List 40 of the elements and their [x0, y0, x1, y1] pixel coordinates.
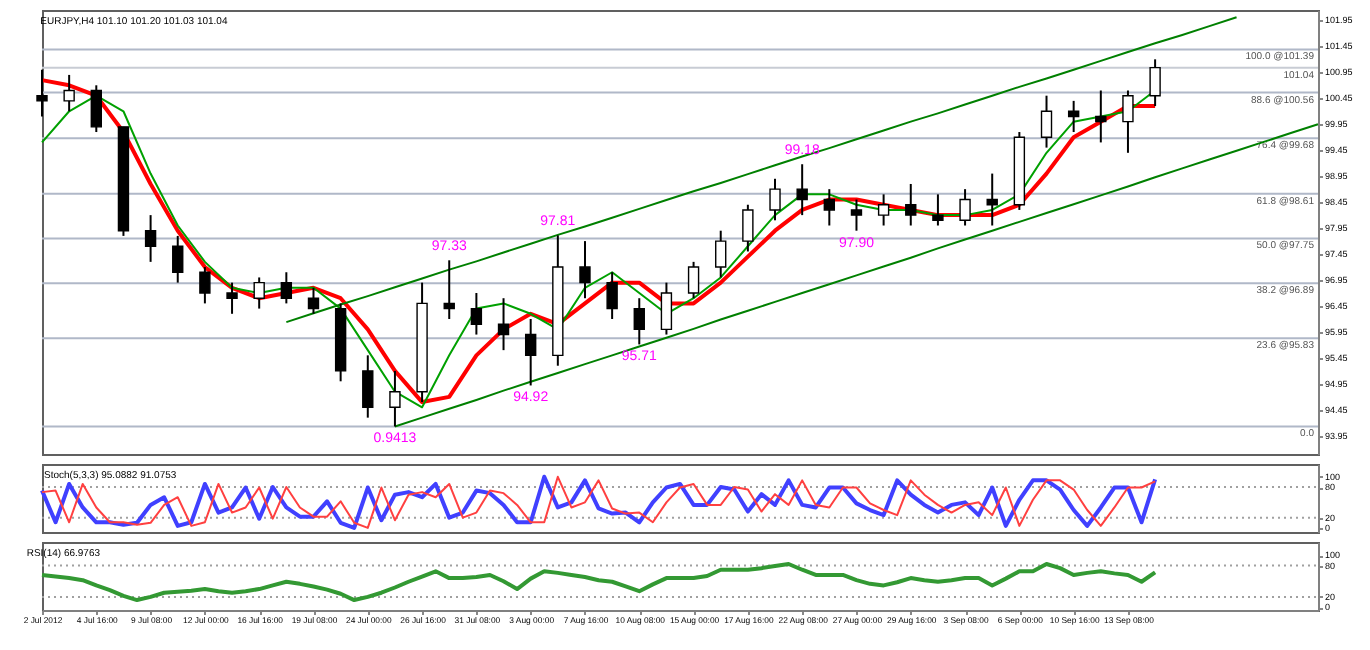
candlestick [769, 177, 781, 222]
candlestick [606, 271, 618, 320]
candlestick [687, 260, 700, 300]
line-series [40, 561, 1158, 603]
line-series [285, 16, 1238, 324]
candlestick [524, 317, 537, 387]
candlestick [959, 188, 971, 227]
candlestick [253, 276, 265, 310]
candlestick [905, 182, 917, 227]
candlestick [443, 259, 455, 320]
candlestick [63, 73, 75, 113]
candlestick [823, 188, 836, 227]
candlestick [1095, 89, 1107, 144]
candlestick [1149, 58, 1161, 108]
candlestick [877, 193, 890, 227]
candlestick [1122, 89, 1134, 154]
candlestick [497, 297, 510, 352]
candlestick [742, 203, 754, 253]
candlestick [850, 198, 863, 232]
candlestick [144, 214, 157, 263]
candlestick [796, 163, 808, 217]
candlestick [1040, 94, 1053, 149]
candlestick [932, 193, 944, 227]
candlestick [470, 292, 483, 336]
candlestick [226, 281, 238, 315]
candlestick [715, 229, 727, 279]
line-series [393, 123, 1319, 428]
candlestick [1067, 99, 1080, 134]
candlestick [362, 354, 374, 419]
candlestick [389, 369, 401, 428]
candlestick [172, 234, 184, 284]
candlestick [36, 68, 48, 118]
candlestick [199, 266, 211, 305]
candlestick [986, 172, 998, 227]
candlestick [660, 281, 673, 336]
candlestick [90, 84, 102, 134]
candlestick [633, 297, 645, 346]
candlestick [579, 240, 591, 300]
candlestick [280, 271, 293, 305]
candlestick [307, 286, 320, 315]
